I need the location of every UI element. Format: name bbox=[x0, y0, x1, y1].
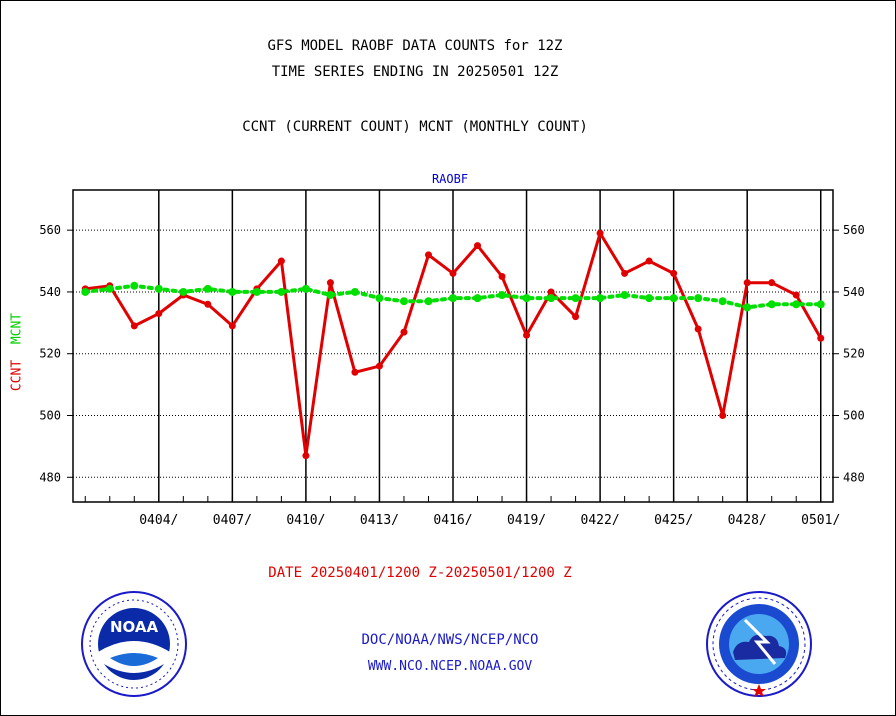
y-tick-label-right: 480 bbox=[843, 470, 865, 484]
y-tick-label-left: 500 bbox=[39, 409, 61, 423]
data-point-mcnt bbox=[522, 294, 531, 303]
y-tick-label-right: 540 bbox=[843, 285, 865, 299]
footer-org: DOC/NOAA/NWS/NCEP/NCO bbox=[361, 632, 539, 648]
data-point-mcnt bbox=[718, 297, 727, 306]
data-point-ccnt bbox=[694, 325, 702, 333]
chart-title-line3: CCNT (CURRENT COUNT) MCNT (MONTHLY COUNT… bbox=[242, 119, 588, 135]
y-tick-label-left: 560 bbox=[39, 223, 61, 237]
data-point-mcnt bbox=[203, 284, 212, 293]
nws-logo bbox=[706, 591, 812, 697]
data-point-mcnt bbox=[571, 294, 580, 303]
data-point-ccnt bbox=[326, 279, 334, 287]
data-point-mcnt bbox=[547, 294, 556, 303]
data-point-mcnt bbox=[228, 287, 237, 296]
chart-title-line2: TIME SERIES ENDING IN 20250501 12Z bbox=[271, 64, 559, 80]
data-point-ccnt bbox=[670, 269, 678, 277]
data-point-ccnt bbox=[277, 257, 285, 265]
date-range-label: DATE 20250401/1200 Z-20250501/1200 Z bbox=[268, 565, 572, 581]
data-point-ccnt bbox=[498, 272, 506, 280]
data-point-ccnt bbox=[375, 362, 383, 370]
data-point-mcnt bbox=[669, 294, 678, 303]
data-point-mcnt bbox=[81, 287, 90, 296]
data-point-ccnt bbox=[572, 313, 580, 321]
data-point-ccnt bbox=[400, 328, 408, 336]
data-point-ccnt bbox=[621, 269, 629, 277]
y-tick-label-left: 480 bbox=[39, 470, 61, 484]
data-point-mcnt bbox=[743, 303, 752, 312]
x-tick-label: 0422/ bbox=[581, 513, 620, 528]
data-point-mcnt bbox=[130, 281, 139, 290]
data-point-mcnt bbox=[767, 300, 776, 309]
data-point-mcnt bbox=[645, 294, 654, 303]
y-tick-label-right: 520 bbox=[843, 347, 865, 361]
y-tick-label-right: 500 bbox=[843, 409, 865, 423]
x-tick-label: 0425/ bbox=[654, 513, 693, 528]
y-tick-label-left: 520 bbox=[39, 347, 61, 361]
data-point-ccnt bbox=[302, 452, 310, 460]
x-tick-label: 0501/ bbox=[801, 513, 840, 528]
data-point-mcnt bbox=[326, 291, 335, 300]
data-point-mcnt bbox=[375, 294, 384, 303]
data-point-mcnt bbox=[154, 284, 163, 293]
x-tick-label: 0419/ bbox=[507, 513, 546, 528]
data-point-ccnt bbox=[596, 229, 604, 237]
data-point-ccnt bbox=[351, 368, 359, 376]
x-tick-label: 0410/ bbox=[286, 513, 325, 528]
data-point-mcnt bbox=[596, 294, 605, 303]
data-point-ccnt bbox=[743, 279, 751, 287]
noaa-logo: NOAA bbox=[81, 591, 187, 697]
y-tick-label-left: 540 bbox=[39, 285, 61, 299]
data-point-ccnt bbox=[130, 322, 138, 330]
x-tick-label: 0407/ bbox=[213, 513, 252, 528]
data-point-ccnt bbox=[547, 288, 555, 296]
data-point-ccnt bbox=[449, 269, 457, 277]
data-point-mcnt bbox=[399, 297, 408, 306]
data-point-mcnt bbox=[105, 284, 114, 293]
data-point-ccnt bbox=[155, 310, 163, 318]
x-tick-label: 0413/ bbox=[360, 513, 399, 528]
data-point-mcnt bbox=[792, 300, 801, 309]
plot-title: RAOBF bbox=[431, 172, 469, 186]
data-point-mcnt bbox=[449, 294, 457, 303]
x-tick-label: 0404/ bbox=[139, 513, 178, 528]
data-point-ccnt bbox=[424, 251, 432, 259]
data-point-ccnt bbox=[523, 331, 531, 339]
footer-url[interactable]: WWW.NCO.NCEP.NOAA.GOV bbox=[367, 659, 533, 674]
data-point-ccnt bbox=[817, 334, 825, 342]
x-tick-label: 0416/ bbox=[433, 513, 472, 528]
x-tick-label: 0428/ bbox=[728, 513, 767, 528]
data-point-ccnt bbox=[719, 412, 727, 420]
data-point-mcnt bbox=[277, 287, 286, 296]
data-point-mcnt bbox=[694, 294, 703, 303]
data-point-ccnt bbox=[792, 291, 800, 299]
data-point-mcnt bbox=[252, 287, 261, 296]
data-point-mcnt bbox=[473, 294, 482, 303]
data-point-mcnt bbox=[424, 297, 433, 306]
data-point-mcnt bbox=[350, 287, 359, 296]
y-tick-label-right: 560 bbox=[843, 223, 865, 237]
data-point-mcnt bbox=[498, 291, 507, 300]
noaa-logo-text: NOAA bbox=[110, 618, 159, 636]
data-point-mcnt bbox=[816, 300, 825, 309]
data-point-ccnt bbox=[768, 279, 776, 287]
data-point-ccnt bbox=[228, 322, 236, 330]
data-point-ccnt bbox=[204, 300, 212, 308]
data-point-mcnt bbox=[301, 284, 310, 293]
data-point-mcnt bbox=[620, 291, 629, 300]
data-point-ccnt bbox=[474, 242, 482, 250]
chart-title-line1: GFS MODEL RAOBF DATA COUNTS for 12Z bbox=[267, 38, 563, 54]
data-point-ccnt bbox=[645, 257, 653, 265]
data-point-mcnt bbox=[179, 287, 188, 296]
